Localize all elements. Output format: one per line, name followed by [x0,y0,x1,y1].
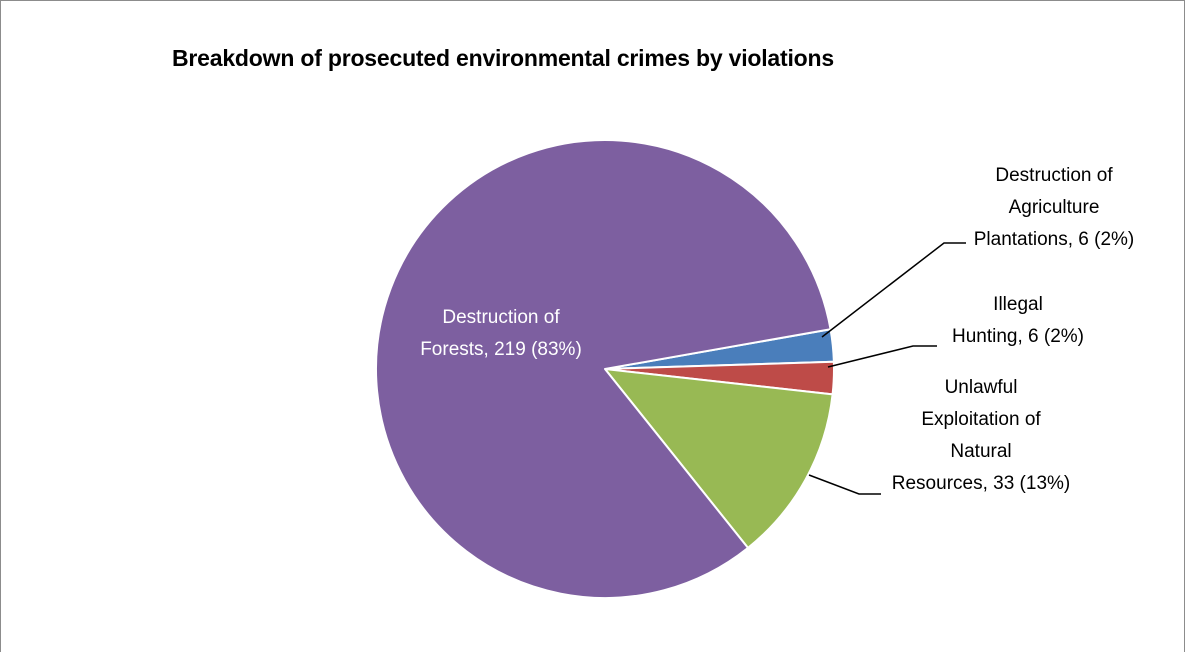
pie-slice-unlawful-exploitation-of-natural-resources [604,368,834,549]
leader-line [808,474,881,495]
data-label: Unlawful Exploitation of Natural Resources,… [892,377,1070,494]
data-label: Destruction of Agriculture Plantations, 6 … [974,165,1135,250]
chart-title: Breakdown of prosecuted environmental cr… [172,45,834,71]
data-label: Destruction of Forests, 219 (83%) [420,307,582,360]
leader-line [827,345,937,368]
data-label: Illegal Hunting, 6 (2%) [952,294,1084,347]
leader-line [821,242,966,338]
pie-slice-destruction-of-forests [375,139,832,599]
